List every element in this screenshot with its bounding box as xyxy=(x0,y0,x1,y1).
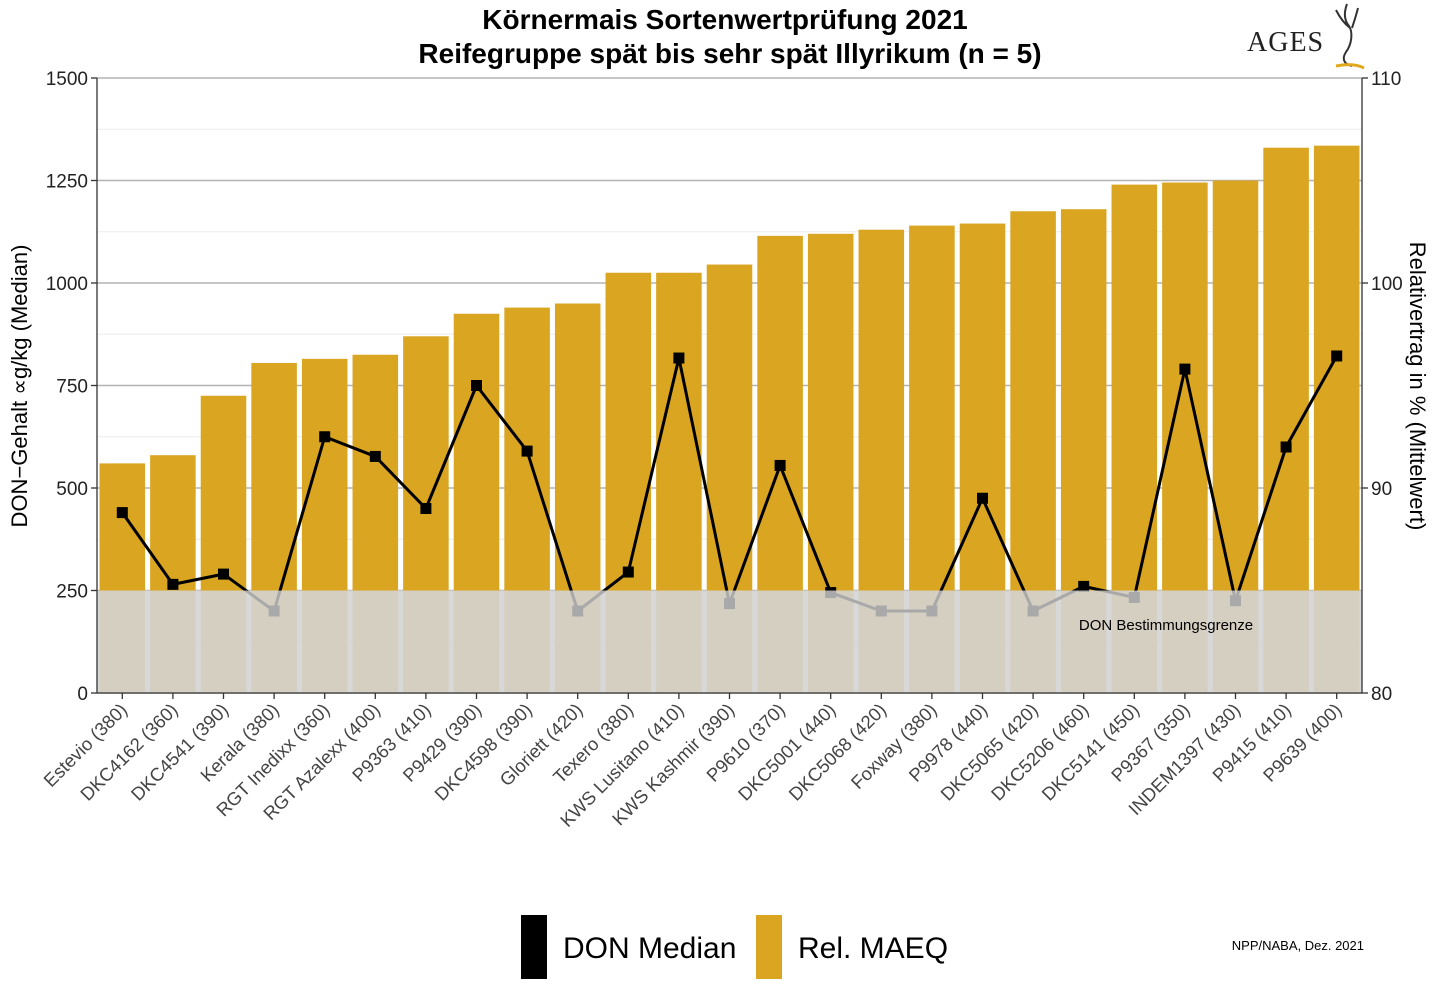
y-tick-label: 500 xyxy=(56,479,88,500)
don-line xyxy=(97,350,1362,693)
ages-logo-swoosh-icon xyxy=(1335,63,1365,70)
don-median-point-8 xyxy=(471,380,482,391)
y2-tick-label: 80 xyxy=(1371,684,1392,705)
don-median-point-5 xyxy=(319,431,331,443)
legend-key-don-median xyxy=(521,915,547,979)
don-median-point-7 xyxy=(420,503,432,514)
footer-credit: NPP/NABA, Dez. 2021 xyxy=(1232,938,1364,953)
legend: DON Median Rel. MAEQ xyxy=(521,915,948,979)
don-median-point-1 xyxy=(116,507,128,519)
y2-axis-title: Relativertrag in % (Mittelwert) xyxy=(1405,242,1430,531)
y2-tick-label: 110 xyxy=(1371,69,1401,90)
don-median-point-9 xyxy=(521,445,533,457)
y-tick-label: 750 xyxy=(56,377,88,398)
don-median-point-11 xyxy=(622,566,634,578)
don-median-point-14 xyxy=(774,459,786,471)
don-median-point-12 xyxy=(673,352,685,364)
y-tick-label: 0 xyxy=(77,684,88,705)
detection-limit-overlay xyxy=(97,590,1362,693)
y-tick-label: 1000 xyxy=(46,274,88,295)
don-median-point-24 xyxy=(1280,441,1292,453)
ages-logo-text: AGES xyxy=(1247,27,1324,58)
chart-title: Körnermais Sortenwertprüfung 2021 xyxy=(482,4,967,35)
tick-labels: 0 250 500 750 1000 1250 1500 80 90 100 110 xyxy=(46,69,1403,705)
ages-logo: AGES xyxy=(1247,3,1365,70)
don-median-point-3 xyxy=(218,568,229,580)
y-tick-label: 1500 xyxy=(46,69,88,90)
y2-tick-label: 90 xyxy=(1371,479,1392,500)
y-axis-title: DON−Gehalt ∝g/kg (Median) xyxy=(7,245,32,528)
don-median-point-22 xyxy=(1179,363,1191,375)
don-median-point-25 xyxy=(1331,350,1343,362)
y2-tick-label: 100 xyxy=(1371,274,1403,295)
ages-logo-figure-icon xyxy=(1335,3,1359,67)
legend-label-rel-maeq: Rel. MAEQ xyxy=(798,932,948,965)
don-median-point-18 xyxy=(977,492,988,504)
don-median-point-20 xyxy=(1078,580,1090,592)
legend-label-don-median: DON Median xyxy=(563,932,736,965)
legend-key-rel-maeq xyxy=(756,915,782,979)
detection-limit-label: DON Bestimmungsgrenze xyxy=(1079,617,1253,634)
y-tick-label: 1250 xyxy=(46,172,88,193)
x-tick-labels: Estevio (380)DKC4162 (360)DKC4541 (390)K… xyxy=(39,693,1346,831)
chart-subtitle: Reifegruppe spät bis sehr spät Illyrikum… xyxy=(418,38,1041,69)
y-tick-label: 250 xyxy=(56,582,88,603)
don-median-point-6 xyxy=(369,450,381,462)
don-median-point-2 xyxy=(167,578,179,590)
